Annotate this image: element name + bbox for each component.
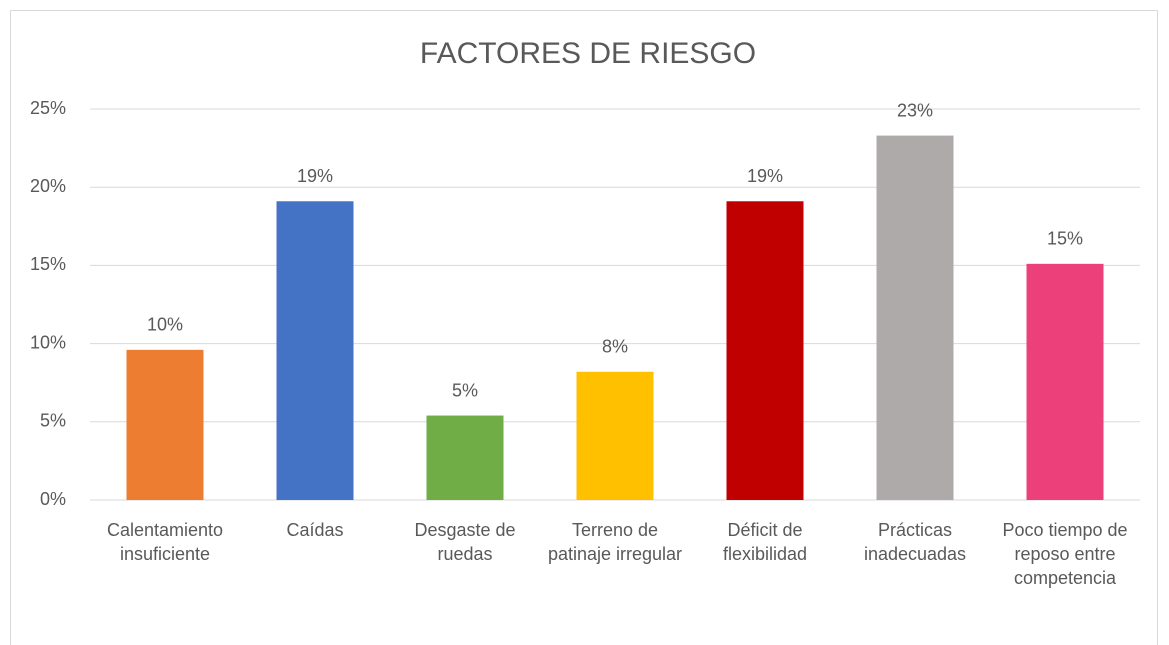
x-tick-label: Calentamiento insuficiente — [106, 520, 224, 564]
data-label: 8% — [602, 337, 628, 357]
bar — [726, 201, 804, 500]
y-tick-label: 5% — [40, 411, 66, 431]
data-label: 19% — [297, 166, 333, 186]
data-label: 19% — [747, 166, 783, 186]
x-tick-label: Poco tiempo de reposo entre competencia — [1002, 520, 1128, 588]
chart-frame — [10, 10, 1158, 645]
bar — [126, 349, 204, 500]
bar — [1026, 263, 1104, 500]
data-label: 5% — [452, 380, 478, 400]
x-tick-label: Caídas — [286, 520, 344, 540]
bar — [276, 201, 354, 500]
y-tick-label: 25% — [30, 98, 66, 118]
y-tick-label: 0% — [40, 489, 66, 509]
data-label: 15% — [1047, 229, 1083, 249]
bar — [426, 415, 504, 500]
bar — [576, 371, 654, 500]
chart-title: FACTORES DE RIESGO — [420, 37, 756, 70]
y-tick-label: 10% — [30, 332, 66, 352]
x-tick-label: Desgaste de ruedas — [414, 520, 516, 564]
x-tick-label: Déficit de flexibilidad — [722, 520, 808, 564]
y-tick-label: 20% — [30, 176, 66, 196]
y-tick-label: 15% — [30, 254, 66, 274]
data-label: 10% — [147, 315, 183, 335]
x-tick-label: Prácticas inadecuadas — [863, 520, 967, 564]
x-tick-label: Terreno de patinaje irregular — [547, 520, 683, 564]
data-label: 23% — [897, 100, 933, 120]
bar — [876, 135, 954, 500]
